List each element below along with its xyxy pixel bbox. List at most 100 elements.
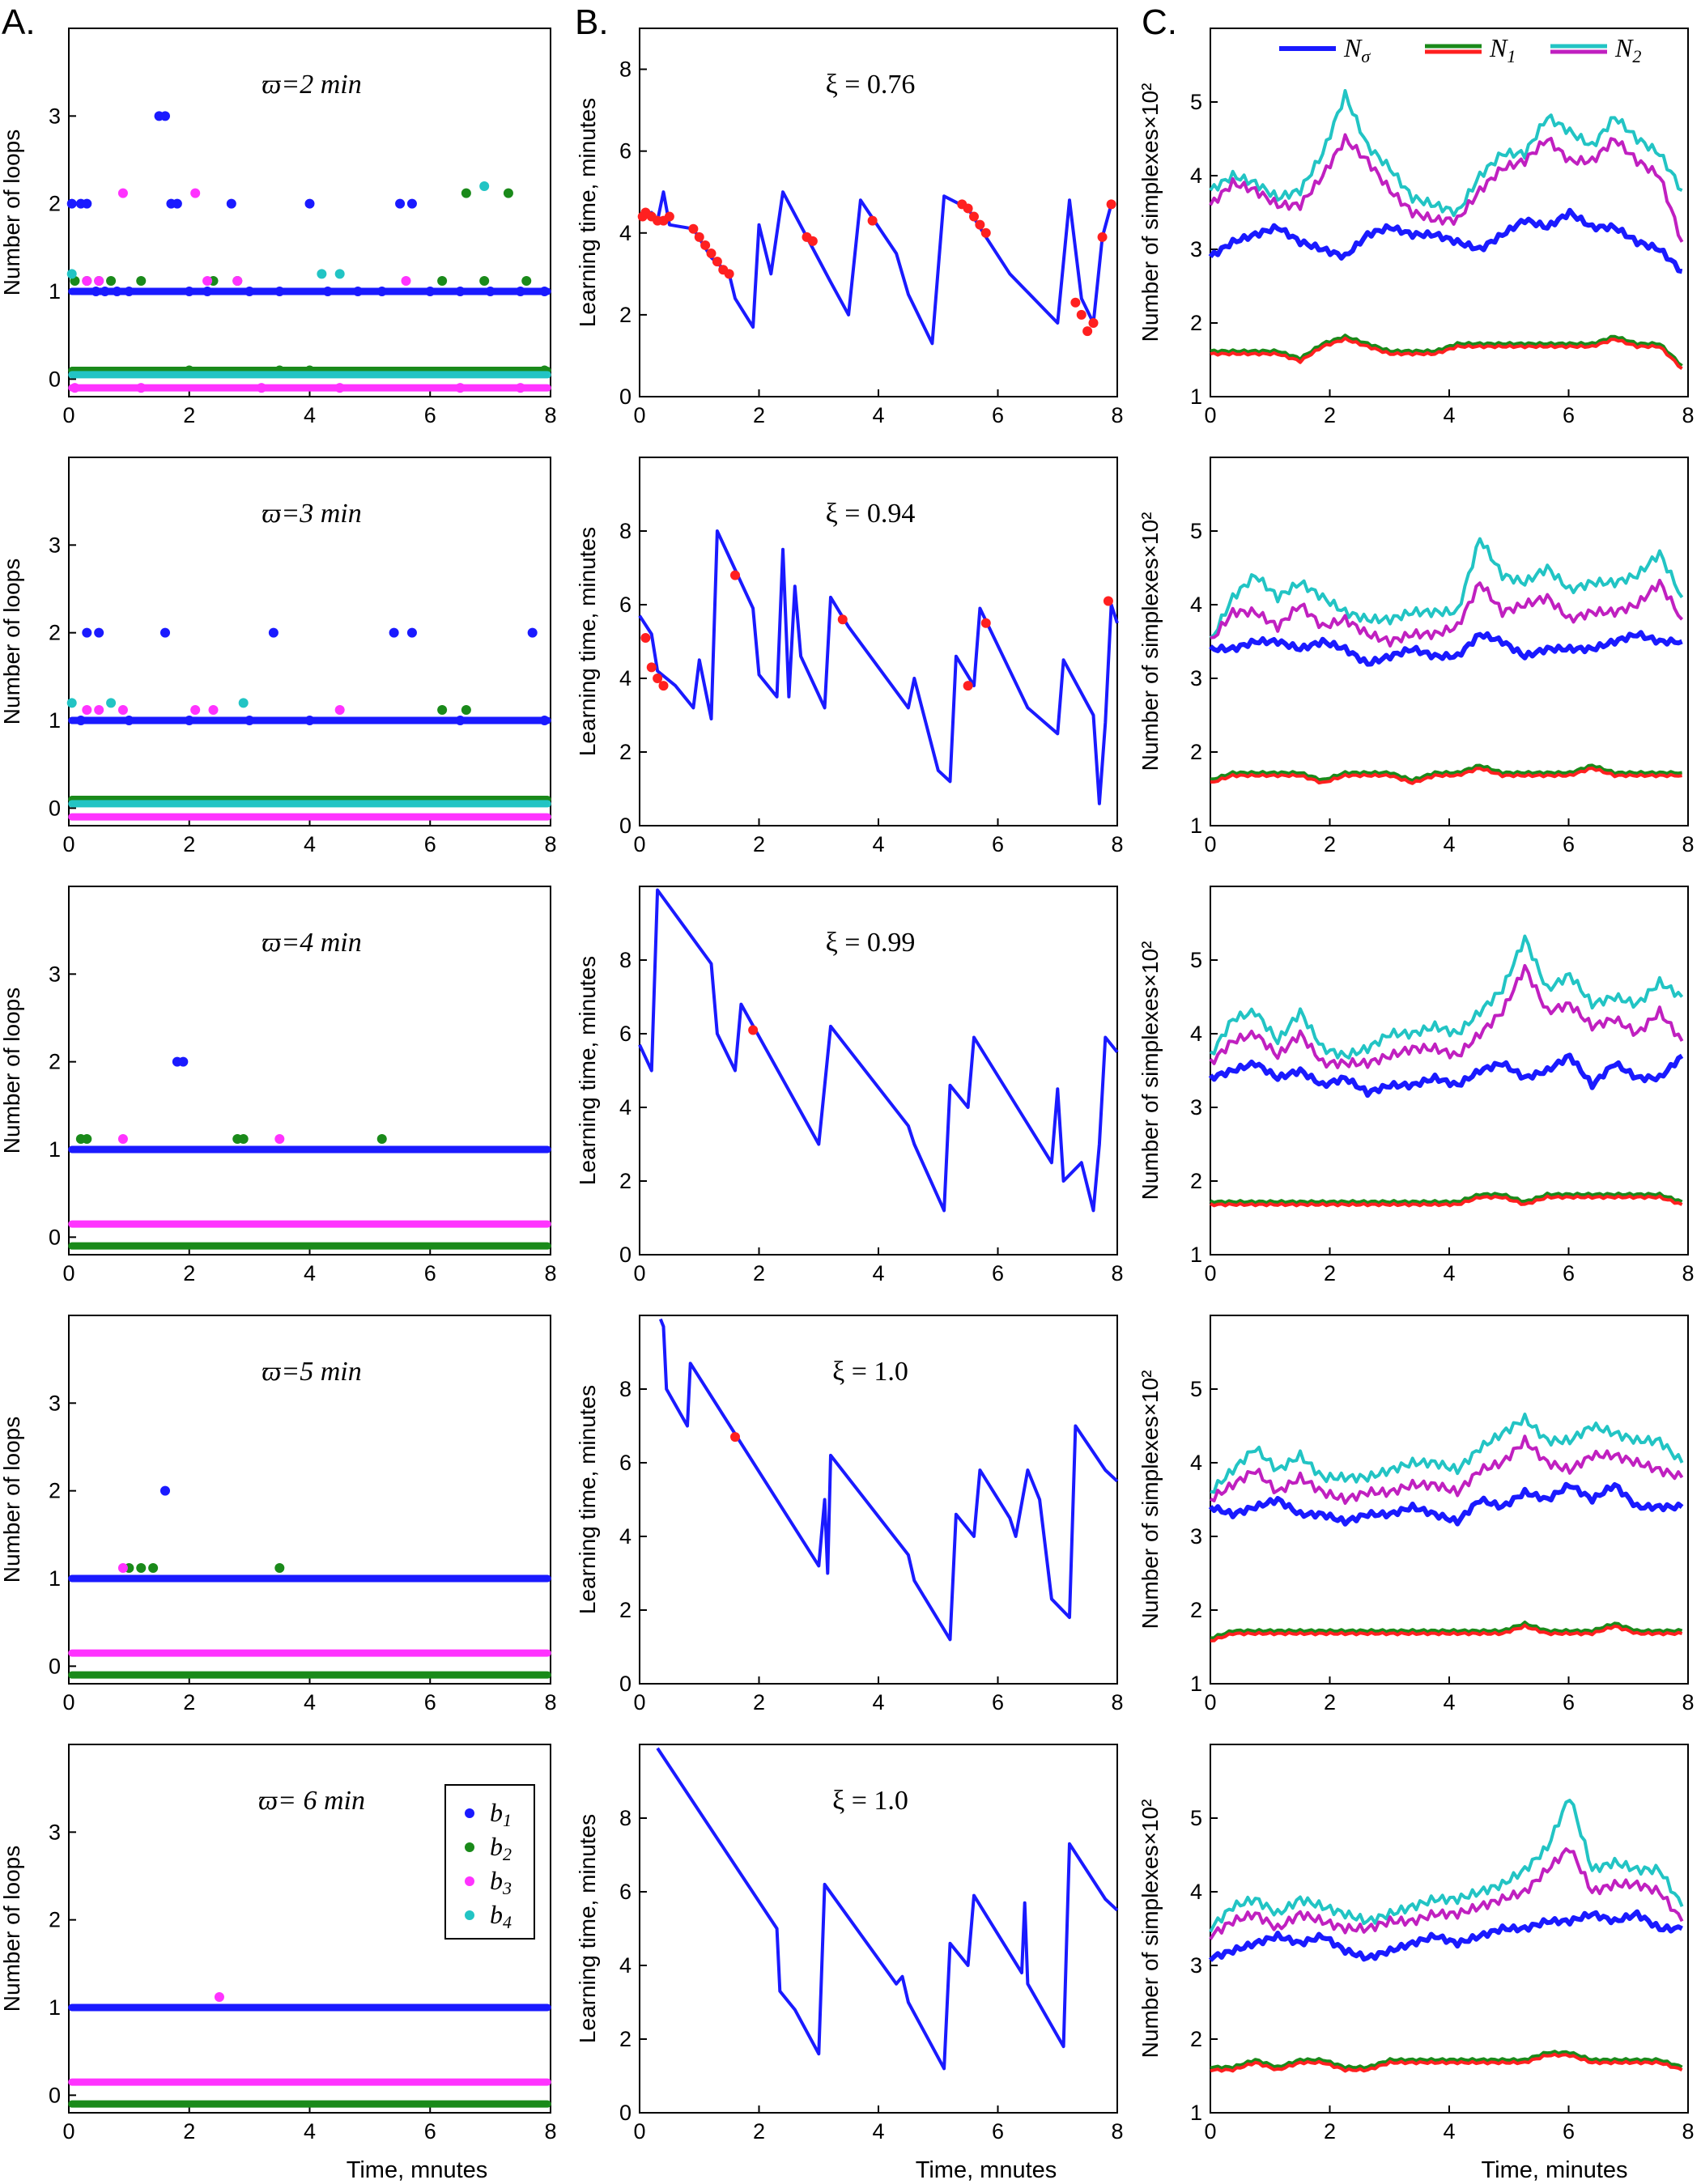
panel-b-xtick-label: 2: [753, 1261, 765, 1285]
panel-a-xtick-label: 8: [544, 1261, 556, 1285]
panel-b-xtick-label: 2: [753, 1690, 765, 1714]
panel-a-xtick-label: 0: [62, 1261, 74, 1285]
panel-b-ylabel: Learning time, minutes: [575, 98, 600, 327]
panel-b-xtick-label: 6: [992, 1261, 1004, 1285]
panel-c-xtick-label: 8: [1682, 832, 1694, 856]
panel-a-xtick-label: 8: [544, 832, 556, 856]
panel-a-xtick-label: 4: [304, 1261, 316, 1285]
panel-b-annotation: ξ = 1.0: [832, 1357, 908, 1387]
panel-a-point-b2: [503, 188, 513, 198]
panel-a-ytick-label: 3: [49, 962, 61, 986]
panel-a-point-b1: [112, 287, 122, 296]
panel-a-point-b3: [117, 188, 128, 198]
panel-a-point-b2: [376, 1134, 387, 1144]
panel-a-ytick-label: 3: [49, 533, 61, 557]
panel-b-ytick-label: 2: [619, 1169, 631, 1193]
panel-a-xtick-label: 4: [304, 832, 316, 856]
panel-b-point: [724, 269, 734, 279]
panel-c-xtick-label: 6: [1563, 403, 1575, 427]
panel-b-row-3: 0 2 4 6 8 0 2 4 6 8 Learning time, minutes ξ = 0.99: [575, 886, 1124, 1285]
panel-b-xtick-label: 8: [1111, 1690, 1123, 1714]
panel-c-xtick-label: 6: [1563, 1261, 1575, 1285]
panel-c-series-N1-red: [1210, 2052, 1683, 2073]
panel-c-xtick-label: 0: [1204, 1261, 1216, 1285]
panel-b-ytick-label: 8: [619, 57, 631, 82]
panel-b-xtick-label: 4: [872, 832, 884, 856]
panel-c-xtick-label: 8: [1682, 1261, 1694, 1285]
panel-a-point-b3: [334, 383, 345, 393]
panel-a-xtick-label: 4: [304, 403, 316, 427]
panel-b-xtick-label: 4: [872, 1690, 884, 1714]
panel-a-row-2: 0 2 4 6 8 0 1 2 3 Number of loops ϖ=3 min: [0, 457, 557, 856]
panel-b-xtick-label: 0: [633, 1261, 645, 1285]
panel-c-ytick-label: 4: [1190, 1022, 1202, 1046]
panel-b-xtick-label: 8: [1111, 403, 1123, 427]
panel-c-legend-label: N1: [1489, 33, 1516, 66]
panel-b-ytick-label: 2: [619, 1598, 631, 1622]
panel-b-learning-line: [638, 529, 1119, 805]
panel-c-ytick-label: 2: [1190, 2027, 1202, 2051]
panel-a-point-b1: [406, 198, 417, 209]
panel-c-series-N1-green: [1210, 2050, 1683, 2070]
panel-c-ytick-label: 4: [1190, 1880, 1202, 1904]
panel-c-ylabel: Number of simplexes×10²: [1138, 941, 1163, 1200]
panel-c-ytick-label: 2: [1190, 1598, 1202, 1622]
panel-c-series-N2-magenta: [1209, 133, 1684, 243]
panel-a-point-b1: [455, 716, 466, 725]
panel-a-annotation: ϖ=2 min: [262, 70, 361, 100]
panel-a-point-b2: [82, 1134, 92, 1144]
panel-a-point-b1: [124, 716, 134, 725]
panel-a-row-4: 0 2 4 6 8 0 1 2 3 Number of loops ϖ=5 min: [0, 1315, 557, 1714]
panel-a-point-b2: [106, 276, 117, 286]
panel-a-point-b1: [455, 287, 466, 296]
panel-a-point-b3: [117, 1134, 128, 1144]
panel-c-xtick-label: 0: [1204, 1690, 1216, 1714]
panel-c-xtick-label: 0: [1204, 2119, 1216, 2144]
panel-b-point: [807, 236, 818, 246]
panel-c-series-N2-cyan: [1209, 1799, 1684, 1933]
panel-c-legend-label: N2: [1614, 33, 1641, 66]
panel-a-ytick-label: 1: [49, 1137, 61, 1162]
panel-a-xtick-label: 0: [62, 403, 74, 427]
panel-b-point: [1097, 232, 1108, 242]
column-label-c: C.: [1142, 2, 1177, 42]
panel-c-series-N1-red: [1210, 767, 1682, 785]
panel-b-point: [975, 219, 985, 230]
panel-a-ytick-label: 1: [49, 279, 61, 304]
panel-a-point-b4: [479, 181, 490, 191]
panel-a-xtick-label: 0: [62, 2119, 74, 2144]
panel-a-ytick-label: 0: [49, 1225, 61, 1249]
panel-b-point: [694, 232, 704, 242]
panel-a-point-b1: [184, 287, 194, 296]
panel-a-point-b1: [353, 287, 363, 296]
panel-c-series-N2-cyan: [1210, 1413, 1684, 1494]
panel-a-xtick-label: 6: [424, 832, 436, 856]
panel-a-ytick-label: 1: [49, 1566, 61, 1591]
panel-b-ytick-label: 2: [619, 303, 631, 327]
panel-b-row-1: 0 2 4 6 8 0 2 4 6 8 Learning time, minutes ξ = 0.76: [575, 28, 1124, 427]
panel-c-xtick-label: 0: [1204, 832, 1216, 856]
panel-c-ytick-label: 5: [1190, 948, 1202, 972]
panel-a-ytick-label: 2: [49, 1050, 61, 1074]
panel-a-xtick-label: 0: [62, 1690, 74, 1714]
panel-b-xtick-label: 6: [992, 2119, 1004, 2144]
panel-a-point-b2: [521, 276, 532, 286]
panel-a-point-b1: [82, 198, 92, 209]
panel-b-ytick-label: 4: [619, 221, 631, 245]
panel-a-point-b2: [136, 276, 147, 286]
panel-b-ylabel: Learning time, minutes: [575, 1814, 600, 2043]
panel-a-point-b1: [94, 627, 104, 638]
panel-b-ytick-label: 0: [619, 385, 631, 409]
panel-a-point-b3: [214, 1992, 224, 2002]
panel-a-point-b1: [160, 1485, 170, 1496]
panel-b-xtick-label: 6: [992, 1690, 1004, 1714]
panel-c-row-4: 0 2 4 6 8 1 2 3 4 5 Number of simplexes×10²: [1138, 1315, 1695, 1714]
panel-c-series-N1-green: [1210, 1621, 1683, 1640]
panel-b-point: [748, 1025, 759, 1035]
panel-b-row-5: 0 2 4 6 8 0 2 4 6 8 Learning time, minutes ξ = 1.0: [575, 1744, 1124, 2144]
panel-a-ytick-label: 3: [49, 1391, 61, 1415]
panel-b-point: [980, 618, 991, 628]
panel-a-point-b4: [66, 269, 77, 279]
panel-b-ytick-label: 6: [619, 593, 631, 617]
